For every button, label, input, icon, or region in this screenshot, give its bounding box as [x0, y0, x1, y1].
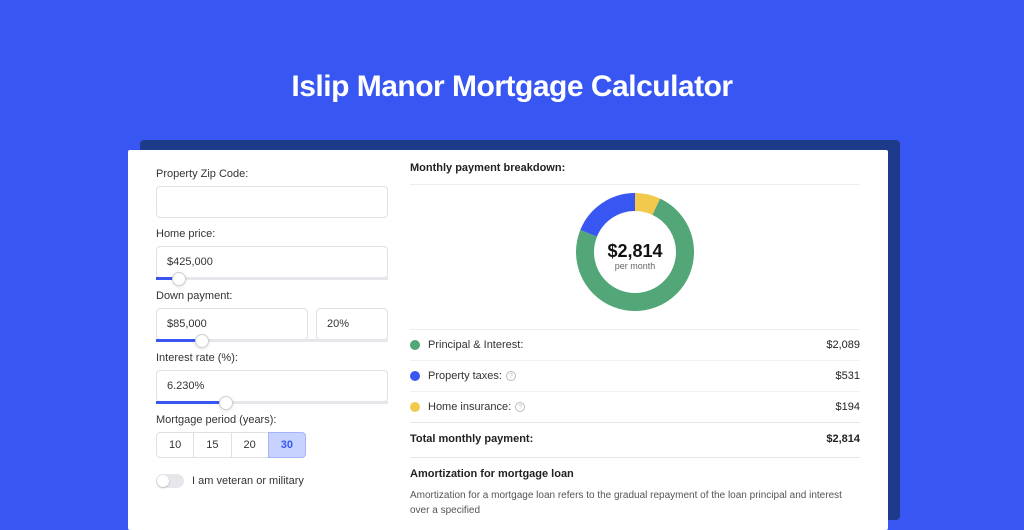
zip-label: Property Zip Code:	[156, 168, 388, 180]
period-label: Mortgage period (years):	[156, 414, 388, 426]
interest-rate-input[interactable]	[156, 370, 388, 402]
total-label: Total monthly payment:	[410, 433, 826, 445]
calculator-card: Property Zip Code: Home price: Down paym…	[128, 150, 888, 530]
legend-value: $194	[836, 401, 860, 413]
help-icon[interactable]: ?	[515, 402, 525, 412]
interest-rate-group: Interest rate (%):	[156, 352, 388, 404]
legend-dot	[410, 340, 420, 350]
interest-rate-slider[interactable]	[156, 401, 388, 404]
legend-label: Principal & Interest:	[428, 339, 826, 351]
legend-value: $531	[836, 370, 860, 382]
home-price-label: Home price:	[156, 228, 388, 240]
legend-dot	[410, 371, 420, 381]
form-column: Property Zip Code: Home price: Down paym…	[128, 150, 388, 530]
amortization-section: Amortization for mortgage loan Amortizat…	[410, 457, 860, 518]
zip-input[interactable]	[156, 186, 388, 218]
zip-field-group: Property Zip Code:	[156, 168, 388, 218]
veteran-label: I am veteran or military	[192, 475, 304, 487]
legend-label: Property taxes: ?	[428, 370, 836, 382]
interest-rate-label: Interest rate (%):	[156, 352, 388, 364]
total-row: Total monthly payment: $2,814	[410, 422, 860, 457]
legend-value: $2,089	[826, 339, 860, 351]
legend-row: Home insurance: ?$194	[410, 392, 860, 422]
breakdown-column: Monthly payment breakdown: $2,814 per mo…	[388, 150, 888, 530]
down-payment-label: Down payment:	[156, 290, 388, 302]
down-payment-pct-input[interactable]	[316, 308, 388, 340]
veteran-row: I am veteran or military	[156, 474, 388, 488]
home-price-input[interactable]	[156, 246, 388, 278]
donut-sub: per month	[607, 261, 662, 271]
donut-chart: $2,814 per month	[410, 185, 860, 329]
breakdown-title: Monthly payment breakdown:	[410, 162, 860, 184]
help-icon[interactable]: ?	[506, 371, 516, 381]
down-payment-slider[interactable]	[156, 339, 388, 342]
legend-row: Principal & Interest:$2,089	[410, 330, 860, 361]
slider-thumb[interactable]	[195, 334, 209, 348]
veteran-toggle[interactable]	[156, 474, 184, 488]
period-btn-30[interactable]: 30	[268, 432, 306, 458]
legend: Principal & Interest:$2,089Property taxe…	[410, 330, 860, 422]
period-group: Mortgage period (years): 10152030	[156, 414, 388, 458]
period-btn-10[interactable]: 10	[156, 432, 194, 458]
donut-center: $2,814 per month	[607, 241, 662, 271]
period-btn-15[interactable]: 15	[193, 432, 231, 458]
page-title: Islip Manor Mortgage Calculator	[0, 0, 1024, 132]
legend-dot	[410, 402, 420, 412]
legend-row: Property taxes: ?$531	[410, 361, 860, 392]
amortization-title: Amortization for mortgage loan	[410, 468, 860, 480]
total-value: $2,814	[826, 433, 860, 445]
period-btn-20[interactable]: 20	[231, 432, 269, 458]
slider-thumb[interactable]	[219, 396, 233, 410]
period-buttons: 10152030	[156, 432, 388, 458]
donut-value: $2,814	[607, 241, 662, 262]
down-payment-group: Down payment:	[156, 290, 388, 342]
slider-thumb[interactable]	[172, 272, 186, 286]
down-payment-input[interactable]	[156, 308, 308, 340]
home-price-slider[interactable]	[156, 277, 388, 280]
home-price-group: Home price:	[156, 228, 388, 280]
amortization-text: Amortization for a mortgage loan refers …	[410, 488, 860, 518]
legend-label: Home insurance: ?	[428, 401, 836, 413]
